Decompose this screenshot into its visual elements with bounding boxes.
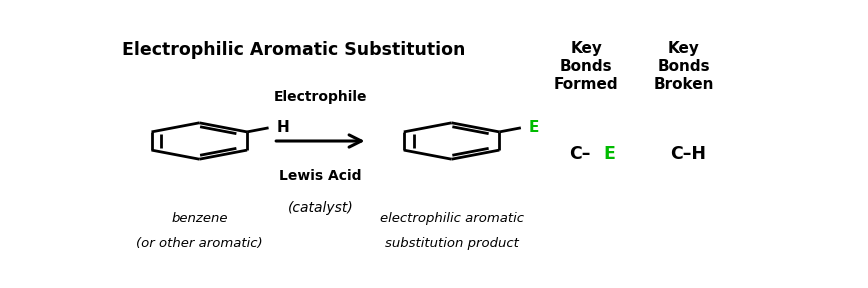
Text: electrophilic aromatic: electrophilic aromatic (379, 212, 523, 225)
Text: substitution product: substitution product (385, 236, 518, 249)
Text: Lewis Acid: Lewis Acid (279, 169, 362, 183)
Text: H: H (277, 120, 289, 135)
Text: Electrophile: Electrophile (273, 90, 367, 104)
Text: Electrophilic Aromatic Substitution: Electrophilic Aromatic Substitution (122, 41, 465, 59)
Text: Key
Bonds
Formed: Key Bonds Formed (554, 41, 618, 92)
Text: benzene: benzene (171, 212, 227, 225)
Text: E: E (603, 145, 615, 163)
Text: (or other aromatic): (or other aromatic) (136, 236, 263, 249)
Text: (catalyst): (catalyst) (287, 200, 353, 215)
Text: Key
Bonds
Broken: Key Bonds Broken (654, 41, 713, 92)
Text: C–H: C–H (670, 145, 707, 163)
Text: E: E (529, 120, 539, 135)
Text: C–: C– (569, 145, 591, 163)
